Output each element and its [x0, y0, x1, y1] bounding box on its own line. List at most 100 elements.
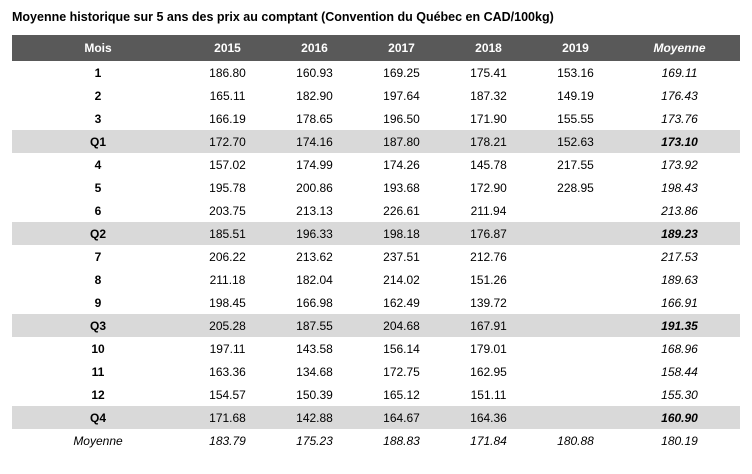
cell-value: 175.23	[296, 433, 333, 448]
price-history-table: Mois 2015 2016 2017 2018 2019 Moyenne 1 186.80 1…	[12, 35, 740, 452]
row-label: 12	[91, 387, 105, 402]
table-row-1: 1 186.80 160.93 169.25 175.41 153.16 169.11	[12, 61, 740, 84]
cell-value: 169.11	[661, 65, 698, 80]
cell-value: 166.19	[209, 111, 246, 126]
cell-value: 193.68	[383, 180, 420, 195]
cell-value: 162.95	[470, 364, 507, 379]
cell-value: 165.12	[383, 387, 420, 402]
cell-value: 189.23	[661, 226, 698, 241]
cell-value: 157.02	[209, 157, 246, 172]
cell-value: 198.18	[383, 226, 420, 241]
cell-value: 139.72	[470, 295, 507, 310]
cell-value: 182.04	[296, 272, 333, 287]
cell-value: 158.44	[661, 364, 698, 379]
cell-value: 162.49	[383, 295, 420, 310]
cell-value: 176.87	[470, 226, 507, 241]
cell-value: 182.90	[296, 88, 333, 103]
column-header-2017: 2017	[358, 35, 445, 61]
cell-value: 174.99	[296, 157, 333, 172]
cell-value: 134.68	[296, 364, 333, 379]
cell-value: 152.63	[557, 134, 594, 149]
cell-value: 195.78	[209, 180, 246, 195]
cell-value: 178.65	[296, 111, 333, 126]
cell-value: 186.80	[209, 65, 246, 80]
cell-value: 196.33	[296, 226, 333, 241]
table-body: 1 186.80 160.93 169.25 175.41 153.16 169.11 2 16…	[12, 61, 740, 452]
cell-value: 205.28	[209, 318, 246, 333]
report-page: Moyenne historique sur 5 ans des prix au…	[12, 10, 740, 452]
cell-value: 142.88	[296, 410, 333, 425]
cell-value: 173.10	[661, 134, 698, 149]
column-header-mois: Mois	[12, 35, 184, 61]
cell-value: 145.78	[470, 157, 507, 172]
cell-value: 217.53	[661, 249, 698, 264]
column-header-2015: 2015	[184, 35, 271, 61]
cell-value: 212.76	[470, 249, 507, 264]
cell-value: 164.67	[383, 410, 420, 425]
column-header-moyenne: Moyenne	[619, 35, 740, 61]
row-label: 5	[94, 180, 102, 195]
cell-value: 166.98	[296, 295, 333, 310]
cell-value: 197.64	[383, 88, 420, 103]
table-row-3: 3 166.19 178.65 196.50 171.90 155.55 173.76	[12, 107, 740, 130]
cell-value: 213.62	[296, 249, 333, 264]
cell-value: 155.30	[661, 387, 698, 402]
row-label: 8	[94, 272, 102, 287]
table-header-row: Mois 2015 2016 2017 2018 2019 Moyenne	[12, 35, 740, 61]
table-row-8: 8 211.18 182.04 214.02 151.26 189.63	[12, 268, 740, 291]
row-label: 11	[91, 364, 105, 379]
cell-value: 214.02	[383, 272, 420, 287]
cell-value: 196.50	[383, 111, 420, 126]
cell-value: 150.39	[296, 387, 333, 402]
cell-value: 187.32	[470, 88, 507, 103]
column-header-2018: 2018	[445, 35, 532, 61]
cell-value: 164.36	[470, 410, 507, 425]
cell-value: 213.13	[296, 203, 333, 218]
cell-value: 175.41	[470, 65, 507, 80]
cell-value: 169.25	[383, 65, 420, 80]
row-label: 6	[94, 203, 102, 218]
table-row-10: 10 197.11 143.58 156.14 179.01 168.96	[12, 337, 740, 360]
cell-value: 160.93	[296, 65, 333, 80]
cell-value: 206.22	[209, 249, 246, 264]
table-row-moyenne: Moyenne 183.79 175.23 188.83 171.84 180.88 180…	[12, 429, 740, 452]
cell-value: 179.01	[470, 341, 507, 356]
cell-value: 171.84	[470, 433, 507, 448]
cell-value: 237.51	[383, 249, 420, 264]
cell-value: 226.61	[383, 203, 420, 218]
cell-value: 213.86	[661, 203, 698, 218]
cell-value: 185.51	[209, 226, 246, 241]
cell-value: 165.11	[209, 88, 246, 103]
cell-value	[532, 383, 619, 406]
cell-value: 180.19	[661, 433, 698, 448]
cell-value: 155.55	[557, 111, 594, 126]
table-row-q3: Q3 205.28 187.55 204.68 167.91 191.35	[12, 314, 740, 337]
cell-value	[532, 314, 619, 337]
cell-value: 168.96	[661, 341, 698, 356]
cell-value: 198.45	[209, 295, 246, 310]
cell-value: 172.90	[470, 180, 507, 195]
table-row-2: 2 165.11 182.90 197.64 187.32 149.19 176.43	[12, 84, 740, 107]
row-label: 4	[94, 157, 102, 172]
cell-value: 173.92	[661, 157, 698, 172]
row-label: 9	[94, 295, 102, 310]
cell-value	[532, 199, 619, 222]
cell-value: 174.16	[296, 134, 333, 149]
table-row-q2: Q2 185.51 196.33 198.18 176.87 189.23	[12, 222, 740, 245]
cell-value	[532, 222, 619, 245]
cell-value: 180.88	[557, 433, 594, 448]
table-row-6: 6 203.75 213.13 226.61 211.94 213.86	[12, 199, 740, 222]
cell-value: 176.43	[661, 88, 698, 103]
cell-value: 154.57	[209, 387, 246, 402]
cell-value: 172.70	[209, 134, 246, 149]
cell-value: 160.90	[661, 410, 698, 425]
cell-value: 156.14	[383, 341, 420, 356]
cell-value: 171.90	[470, 111, 507, 126]
row-label: Q2	[89, 226, 106, 241]
cell-value: 167.91	[470, 318, 507, 333]
page-title: Moyenne historique sur 5 ans des prix au…	[12, 10, 554, 24]
cell-value	[532, 268, 619, 291]
cell-value: 187.80	[383, 134, 420, 149]
row-label: 10	[91, 341, 105, 356]
cell-value: 187.55	[296, 318, 333, 333]
